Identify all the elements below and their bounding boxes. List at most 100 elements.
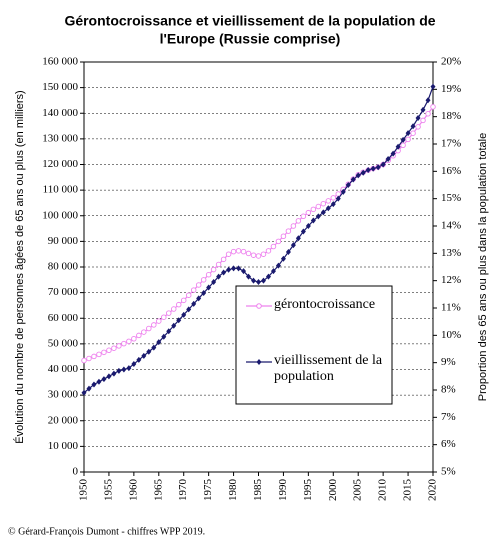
y2-tick-label: 16% [441, 165, 461, 177]
y2-tick-label: 10% [441, 329, 461, 341]
marker [275, 262, 281, 269]
marker [191, 300, 197, 307]
marker [295, 235, 301, 242]
marker [181, 311, 187, 318]
marker [131, 361, 137, 368]
y2-tick-label: 13% [441, 247, 461, 259]
marker [320, 200, 327, 207]
y-tick-label: 150 000 [42, 81, 78, 93]
x-tick-label: 1950 [78, 479, 90, 502]
y-axis-title: Évolution du nombre de personnes âgées d… [13, 90, 26, 443]
marker [201, 289, 207, 296]
marker [425, 111, 431, 117]
marker [241, 268, 247, 275]
y2-tick-label: 17% [441, 138, 461, 150]
marker [345, 182, 351, 188]
x-tick-label: 1985 [252, 479, 264, 502]
marker [236, 265, 242, 272]
legend-item: gérontocroissance [274, 297, 376, 312]
marker [275, 238, 282, 245]
legend-label: vieillissement de la population [274, 353, 383, 384]
marker [146, 325, 152, 332]
marker [170, 306, 177, 312]
marker [385, 156, 391, 163]
marker [330, 201, 336, 208]
x-tick-label: 1980 [227, 479, 239, 502]
marker [395, 143, 401, 150]
marker [255, 253, 262, 259]
x-tick-label: 2015 [402, 479, 414, 502]
marker [256, 279, 261, 286]
marker [156, 318, 162, 324]
y2-tick-label: 8% [441, 384, 456, 396]
marker [300, 228, 306, 235]
y-tick-label: 70 000 [48, 286, 79, 298]
marker [245, 250, 252, 257]
y-tick-label: 120 000 [42, 158, 78, 170]
marker [166, 328, 172, 335]
x-tick-label: 1970 [177, 479, 189, 502]
marker [315, 203, 322, 210]
marker [231, 265, 237, 272]
marker [280, 255, 286, 262]
marker [415, 124, 421, 130]
x-tick-label: 1960 [127, 479, 139, 502]
marker [270, 268, 276, 275]
marker [161, 333, 167, 340]
marker [215, 261, 222, 268]
marker [285, 248, 291, 255]
marker [251, 277, 257, 284]
marker [226, 266, 232, 273]
marker [141, 352, 147, 359]
x-tick-label: 1995 [302, 479, 314, 502]
marker [290, 223, 297, 229]
marker [185, 292, 192, 298]
y2-tick-label: 5% [441, 466, 456, 478]
marker [190, 287, 197, 293]
marker [220, 256, 227, 263]
marker [186, 306, 192, 313]
marker [265, 248, 272, 254]
y2-tick-label: 14% [441, 220, 461, 232]
marker [180, 297, 187, 304]
marker [340, 188, 346, 195]
y-tick-label: 10 000 [48, 440, 79, 452]
marker [260, 277, 266, 284]
marker [116, 367, 122, 374]
marker [225, 251, 232, 257]
marker [211, 279, 217, 286]
marker [400, 136, 406, 143]
marker [375, 164, 381, 171]
x-tick-label: 2020 [427, 479, 439, 502]
plot-frame [83, 61, 434, 473]
y-tick-label: 20 000 [48, 414, 79, 426]
marker [415, 115, 421, 122]
marker [175, 301, 182, 308]
legend-item: vieillissement de la population [274, 353, 383, 384]
y2-tick-label: 12% [441, 274, 461, 286]
legend-marker [256, 359, 262, 365]
marker [410, 123, 416, 130]
marker [96, 351, 102, 358]
marker [430, 83, 436, 90]
y2-tick-label: 20% [441, 56, 461, 68]
marker [141, 329, 147, 335]
legend-marker [256, 303, 262, 309]
marker [221, 269, 227, 276]
marker [305, 223, 311, 229]
marker [325, 198, 332, 204]
x-tick-label: 2000 [327, 479, 339, 502]
y-tick-label: 60 000 [48, 312, 79, 324]
marker [370, 165, 376, 172]
y-tick-label: 100 000 [42, 209, 78, 221]
y2-tick-label: 6% [441, 438, 456, 450]
marker [315, 213, 321, 220]
marker [101, 376, 107, 383]
marker [210, 266, 217, 273]
marker [280, 233, 287, 239]
legend-label: gérontocroissance [274, 297, 376, 312]
marker [330, 195, 337, 201]
marker [335, 195, 341, 202]
marker [216, 273, 222, 280]
